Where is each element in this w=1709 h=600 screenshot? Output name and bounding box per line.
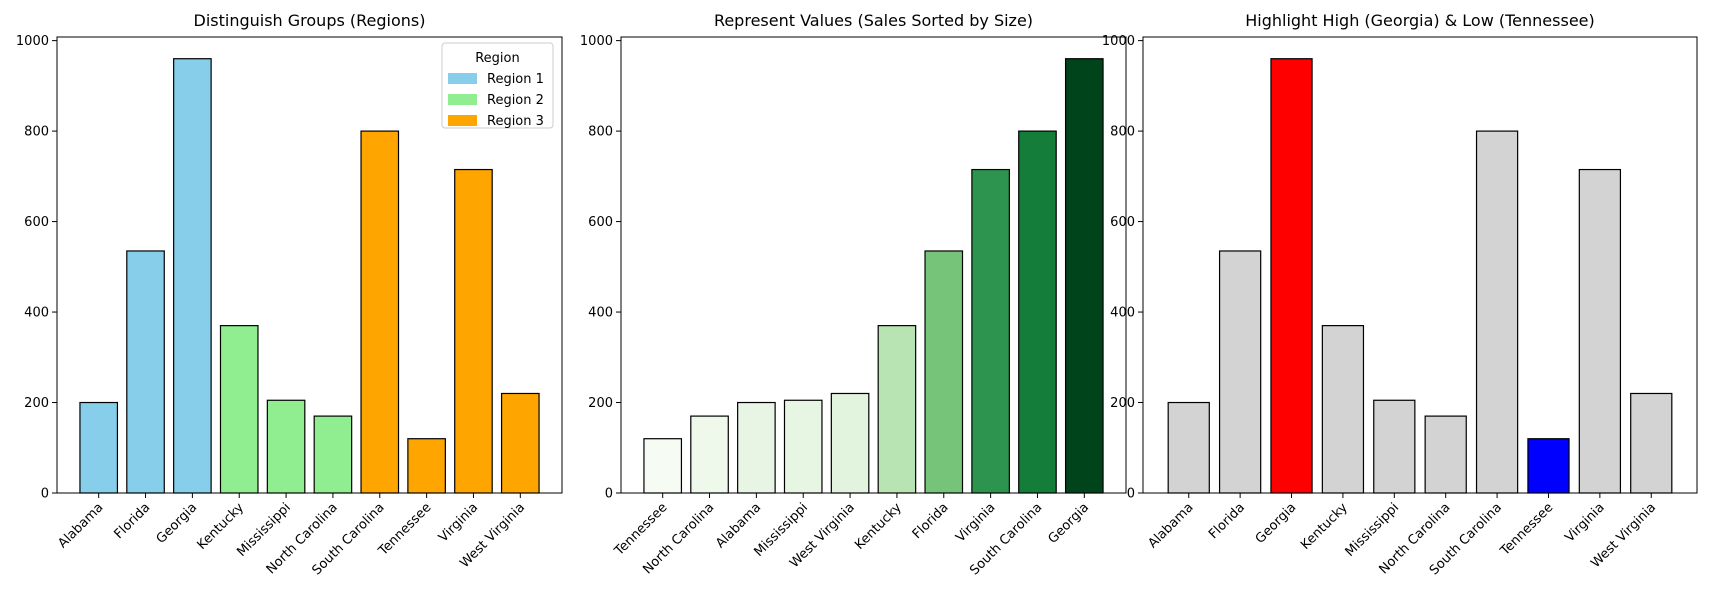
- y-tick-label: 0: [41, 487, 49, 502]
- legend-entry: Region 3: [487, 114, 544, 129]
- y-tick-label: 800: [1110, 125, 1135, 140]
- y-tick-label: 0: [1127, 487, 1135, 502]
- bar-north-carolina: [313, 415, 353, 494]
- bar-alabama: [737, 401, 776, 494]
- bar-mississippi: [1373, 399, 1416, 494]
- bar-north-carolina: [690, 415, 729, 494]
- x-tick-label: Kentucky: [852, 500, 905, 553]
- y-tick-label: 600: [588, 215, 613, 230]
- bar-south-carolina: [1475, 130, 1519, 494]
- bar-mississippi: [266, 399, 306, 494]
- bar-florida: [924, 250, 964, 494]
- y-tick-label: 1000: [1102, 34, 1135, 49]
- x-tick-label: Tennessee: [1497, 500, 1556, 559]
- legend-entry: Region 2: [487, 93, 544, 108]
- legend-swatch: [448, 94, 477, 105]
- bar-alabama: [79, 401, 119, 494]
- bar-virginia: [971, 168, 1010, 494]
- axes-frame: [56, 36, 563, 494]
- bar-south-carolina: [1018, 130, 1057, 494]
- x-tick-label: Florida: [1206, 500, 1248, 542]
- legend: Region Region 1 Region 2 Region 3: [441, 42, 554, 129]
- x-tick-label: Georgia: [1253, 500, 1300, 547]
- axes-frame: [620, 36, 1127, 494]
- y-tick-label: 200: [1110, 396, 1135, 411]
- bar-georgia: [1064, 58, 1104, 494]
- bar-georgia: [1270, 58, 1313, 494]
- bar-mississippi: [783, 399, 823, 494]
- y-tick-label: 800: [24, 125, 49, 140]
- x-tick-label: Kentucky: [1298, 500, 1351, 553]
- bar-alabama: [1167, 401, 1210, 494]
- y-tick-label: 400: [1110, 306, 1135, 321]
- x-tick-label: Virginia: [436, 500, 481, 545]
- x-tick-label: Virginia: [1562, 500, 1607, 545]
- bar-florida: [1218, 250, 1262, 494]
- bar-south-carolina: [360, 130, 400, 494]
- bar-kentucky: [877, 325, 917, 494]
- bar-west-virginia: [830, 392, 870, 494]
- bar-north-carolina: [1424, 415, 1467, 494]
- bar-tennessee: [407, 438, 446, 494]
- y-tick-label: 600: [1110, 215, 1135, 230]
- legend-entry: Region 1: [487, 72, 544, 87]
- y-tick-label: 0: [605, 487, 613, 502]
- chart-3: 0 200 400 600 800 1000 Alabama Florida GeorgiaKe…: [1102, 11, 1698, 578]
- x-tick-label: Florida: [111, 500, 153, 542]
- bar-virginia: [454, 168, 493, 494]
- y-tick-label: 400: [588, 306, 613, 321]
- axes-frame: [1142, 36, 1698, 494]
- bar-kentucky: [1321, 325, 1365, 494]
- y-tick-label: 200: [24, 396, 49, 411]
- legend-swatch: [448, 115, 477, 126]
- legend-title: Region: [475, 51, 520, 66]
- y-tick-label: 1000: [16, 34, 49, 49]
- bar-tennessee: [643, 438, 683, 494]
- bar-tennessee: [1527, 438, 1570, 494]
- y-tick-label: 200: [588, 396, 613, 411]
- x-tick-label: Georgia: [154, 500, 201, 547]
- legend-swatch: [448, 73, 477, 84]
- x-tick-label: Alabama: [1145, 500, 1196, 551]
- chart-title: Highlight High (Georgia) & Low (Tennesse…: [1245, 11, 1595, 30]
- chart-title: Represent Values (Sales Sorted by Size): [714, 11, 1033, 30]
- bar-georgia: [173, 58, 212, 494]
- legend-box: [441, 42, 554, 129]
- x-tick-label: Georgia: [1045, 500, 1092, 547]
- chart-title: Distinguish Groups (Regions): [194, 11, 426, 30]
- x-tick-label: Alabama: [55, 500, 106, 551]
- bar-virginia: [1578, 168, 1622, 494]
- y-tick-label: 1000: [580, 34, 613, 49]
- x-tick-label: Virginia: [953, 500, 998, 545]
- y-tick-label: 800: [588, 125, 613, 140]
- bar-kentucky: [219, 325, 259, 494]
- x-tick-label: Florida: [910, 500, 952, 542]
- bar-florida: [126, 250, 165, 494]
- y-tick-label: 600: [24, 215, 49, 230]
- bar-west-virginia: [1630, 392, 1673, 494]
- y-tick-label: 400: [24, 306, 49, 321]
- bar-west-virginia: [500, 392, 540, 494]
